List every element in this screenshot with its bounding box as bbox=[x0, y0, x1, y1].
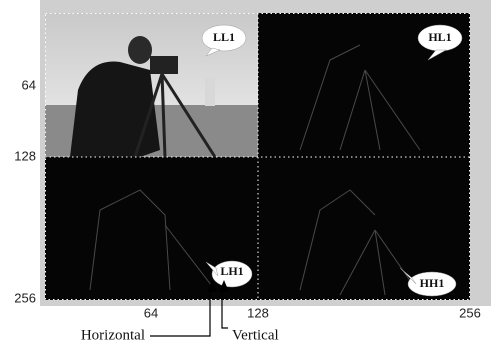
figure: 64 128 256 64 128 256 LL1 HL1 LH1 HH1 Ho… bbox=[0, 0, 491, 352]
y-tick-label: 256 bbox=[14, 290, 36, 305]
y-tick-label: 128 bbox=[14, 148, 36, 163]
image-area bbox=[45, 13, 470, 300]
callout-label: Horizontal bbox=[81, 327, 145, 343]
subband-label: HL1 bbox=[428, 30, 451, 44]
y-tick-label: 64 bbox=[22, 77, 36, 92]
x-tick-label: 64 bbox=[144, 305, 158, 320]
x-tick-label: 128 bbox=[247, 305, 269, 320]
x-ticks: 64 128 256 bbox=[144, 305, 481, 320]
photo-head bbox=[128, 36, 152, 64]
subband-label: LH1 bbox=[220, 264, 243, 278]
y-ticks: 64 128 256 bbox=[14, 77, 36, 305]
x-tick-label: 256 bbox=[459, 305, 481, 320]
photo-building bbox=[205, 78, 215, 106]
subband-label: LL1 bbox=[213, 30, 235, 44]
callout-label: Vertical bbox=[232, 327, 279, 343]
photo-camera bbox=[150, 56, 178, 74]
subband-label: HH1 bbox=[420, 276, 445, 290]
